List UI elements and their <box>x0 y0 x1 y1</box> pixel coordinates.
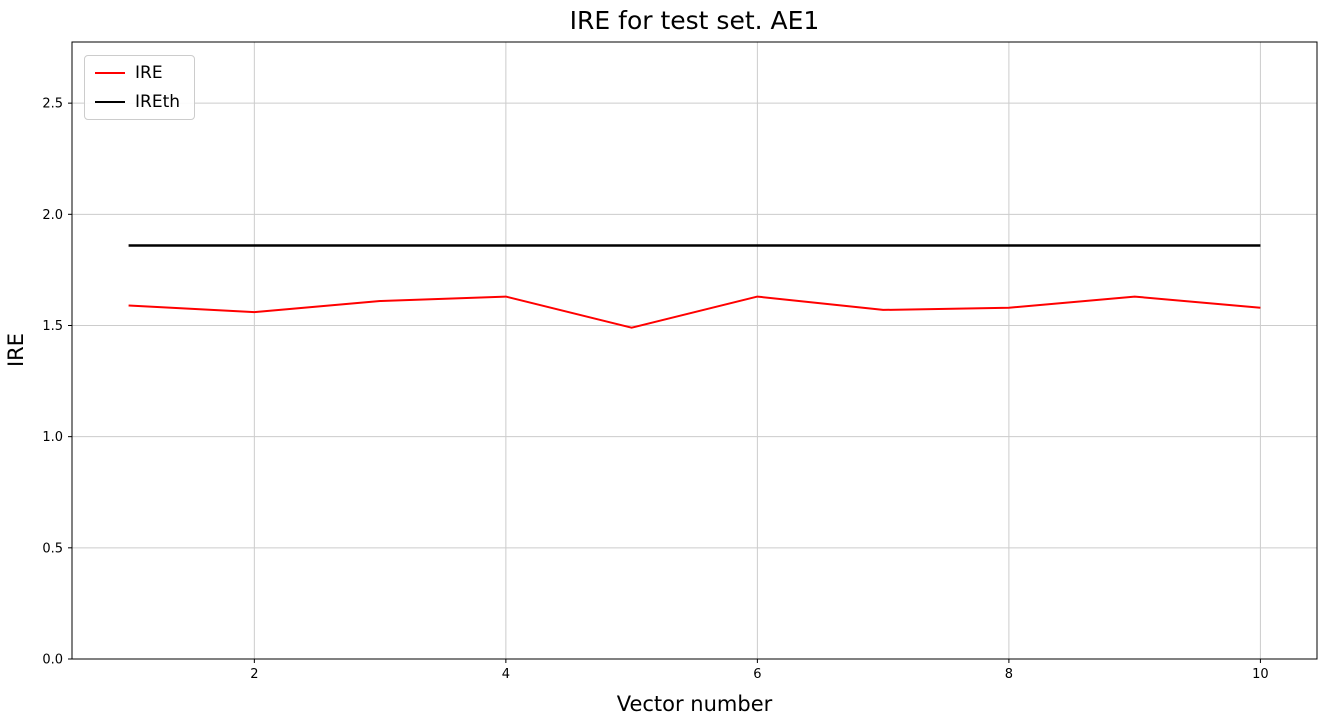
x-tick-label: 4 <box>502 667 510 682</box>
series-line-ire <box>128 295 1261 329</box>
x-axis-label: Vector number <box>616 692 773 716</box>
legend-line-swatch-ire <box>95 72 125 75</box>
chart-title: IRE for test set. AE1 <box>569 6 820 35</box>
y-tick-label: 1.0 <box>42 430 63 445</box>
y-tick-label: 2.0 <box>42 208 63 223</box>
axes-frame <box>71 41 1318 660</box>
x-tick-label: 6 <box>753 667 761 682</box>
legend-entry-ire: IRE <box>95 64 180 83</box>
x-tick-label: 8 <box>1005 667 1013 682</box>
x-tick-label: 2 <box>250 667 258 682</box>
y-axis-label: IRE <box>4 332 28 368</box>
y-tick-label: 1.5 <box>42 319 63 334</box>
y-tick-label: 0.0 <box>42 653 63 668</box>
y-tick-label: 0.5 <box>42 541 63 556</box>
legend-entry-ireth: IREth <box>95 91 181 112</box>
legend: IRE IREth <box>84 55 196 121</box>
legend-label-ire: IRE <box>135 63 163 83</box>
legend-line-swatch-ireth <box>95 101 125 104</box>
legend-label-ireth: IREth <box>135 91 181 112</box>
y-tick-label: 2.5 <box>42 97 63 112</box>
x-tick-label: 10 <box>1252 667 1269 682</box>
